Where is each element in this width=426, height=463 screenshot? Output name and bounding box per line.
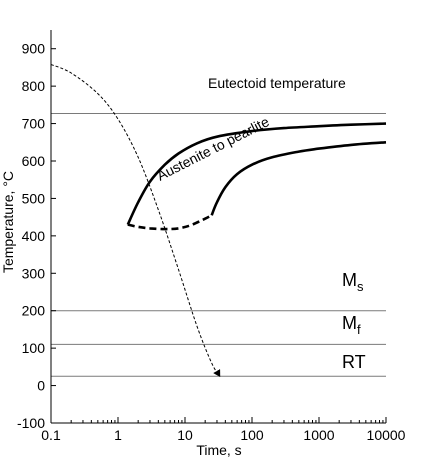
curve-annotation: Austenite to pearlite xyxy=(154,113,272,184)
mf-label: Mf xyxy=(342,313,361,337)
curves xyxy=(50,63,387,378)
y-tick-label: 500 xyxy=(22,190,46,206)
y-tick-label: 300 xyxy=(22,265,46,281)
x-tick-label: 100 xyxy=(240,427,264,443)
x-tick-label: 1000 xyxy=(303,427,334,443)
y-tick-label: 0 xyxy=(37,378,45,394)
y-tick-label: 900 xyxy=(22,41,46,57)
y-tick-label: 100 xyxy=(22,340,46,356)
ms-sub: s xyxy=(357,279,364,294)
ms-label: Ms xyxy=(342,270,364,294)
y-axis-label: Temperature, °C xyxy=(0,171,16,273)
x-tick-label: 1 xyxy=(114,427,122,443)
x-tick-label: 10000 xyxy=(367,427,406,443)
y-tick-label: 200 xyxy=(22,303,46,319)
y-ticks: -100 0 100 200 300 400 500 600 700 800 900 xyxy=(17,41,56,431)
axes xyxy=(50,30,386,424)
y-tick-label: -100 xyxy=(17,415,45,431)
x-axis-label: Time, s xyxy=(196,442,241,458)
y-tick-label: 400 xyxy=(22,228,46,244)
mf-main: M xyxy=(342,313,357,333)
x-tick-label: 0.1 xyxy=(41,427,61,443)
cooling-curve xyxy=(50,63,221,378)
eutectoid-label: Eutectoid temperature xyxy=(208,75,346,91)
y-tick-label: 800 xyxy=(22,78,46,94)
x-ticks: 0.1 1 10 100 1000 10000 xyxy=(41,417,406,443)
rt-label: RT xyxy=(342,352,366,372)
y-tick-label: 600 xyxy=(22,153,46,169)
mf-sub: f xyxy=(357,322,361,337)
pearlite-finish-curve xyxy=(210,141,387,216)
y-tick-label: 700 xyxy=(22,116,46,132)
pearlite-start-curve xyxy=(126,122,387,226)
ms-main: M xyxy=(342,270,357,290)
bainite-boundary-curve xyxy=(127,214,213,231)
x-tick-label: 10 xyxy=(177,427,193,443)
